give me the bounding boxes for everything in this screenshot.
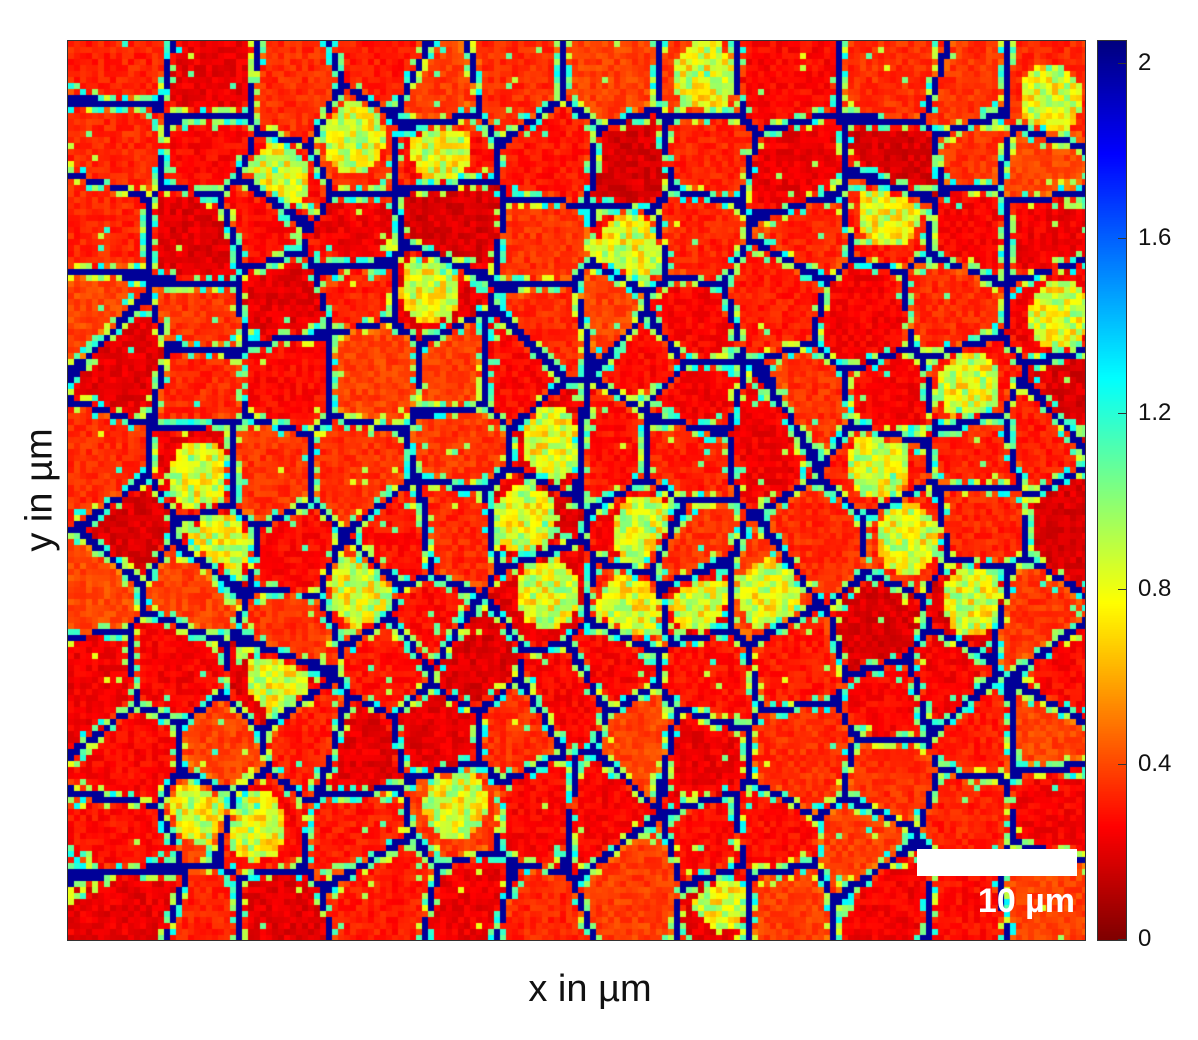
x-axis-label: x in µm — [528, 968, 652, 1010]
y-axis-label: y in µm — [18, 428, 61, 552]
colorbar — [1098, 41, 1126, 940]
colorbar-tick-label: 1.2 — [1138, 399, 1172, 427]
scale-bar-label: 10 µm — [977, 882, 1075, 920]
colorbar-tick-mark — [1118, 238, 1126, 240]
scale-bar — [917, 849, 1077, 876]
colorbar-tick-mark — [1118, 763, 1126, 765]
colorbar-tick-label: 0.4 — [1138, 749, 1172, 777]
colorbar-tick-label: 0.8 — [1138, 574, 1172, 602]
colorbar-tick-label: 2 — [1138, 48, 1152, 76]
heatmap-plot-area — [68, 41, 1085, 940]
colorbar-tick-mark — [1118, 939, 1126, 940]
colorbar-tick-label: 1.6 — [1138, 224, 1172, 252]
colorbar-tick-mark — [1118, 413, 1126, 415]
colorbar-tick-mark — [1118, 588, 1126, 590]
colorbar-tick-label: 0 — [1138, 925, 1152, 952]
colorbar-tick-mark — [1118, 62, 1126, 64]
